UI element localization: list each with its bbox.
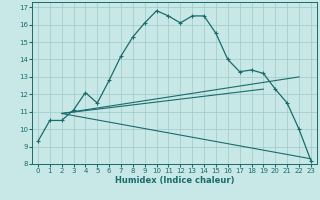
X-axis label: Humidex (Indice chaleur): Humidex (Indice chaleur) [115,176,234,185]
